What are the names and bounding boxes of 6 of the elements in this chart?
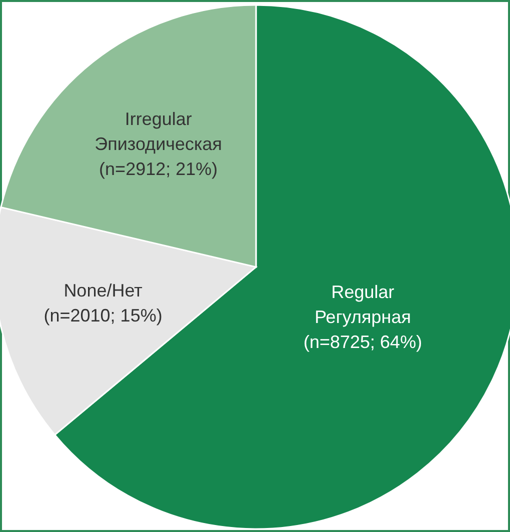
slice-label: None/Нет [64, 280, 142, 301]
slice-label: Irregular Эпизодическая [94, 108, 222, 154]
data-label: (n=8725; 64%) [303, 332, 422, 352]
data-label: (n=2010; 15%) [44, 306, 162, 326]
data-label: (n=2912; 21%) [99, 158, 218, 179]
slice-label: Regular Регулярная [314, 282, 411, 327]
